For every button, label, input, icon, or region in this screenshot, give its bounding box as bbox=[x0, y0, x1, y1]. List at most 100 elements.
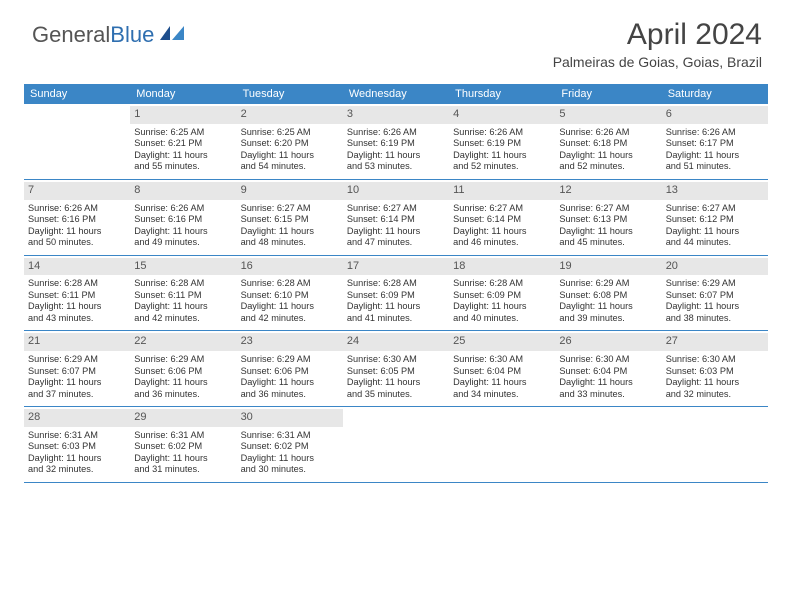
day-cell: 4Sunrise: 6:26 AMSunset: 6:19 PMDaylight… bbox=[449, 104, 555, 179]
day-detail: Sunrise: 6:29 AM bbox=[134, 354, 232, 366]
calendar: SundayMondayTuesdayWednesdayThursdayFrid… bbox=[24, 84, 768, 483]
day-detail: and 49 minutes. bbox=[134, 237, 232, 249]
day-detail: Sunset: 6:19 PM bbox=[453, 138, 551, 150]
day-number: 11 bbox=[449, 182, 555, 200]
logo-text-gray: General bbox=[32, 22, 110, 48]
day-detail: Daylight: 11 hours bbox=[241, 226, 339, 238]
day-detail: and 52 minutes. bbox=[559, 161, 657, 173]
day-detail: Sunrise: 6:30 AM bbox=[666, 354, 764, 366]
day-cell: 8Sunrise: 6:26 AMSunset: 6:16 PMDaylight… bbox=[130, 180, 236, 255]
day-detail: Daylight: 11 hours bbox=[28, 226, 126, 238]
day-cell: 7Sunrise: 6:26 AMSunset: 6:16 PMDaylight… bbox=[24, 180, 130, 255]
weekday-label: Thursday bbox=[449, 84, 555, 104]
day-detail: Sunrise: 6:27 AM bbox=[347, 203, 445, 215]
day-detail: Sunset: 6:14 PM bbox=[453, 214, 551, 226]
day-cell-empty bbox=[343, 407, 449, 482]
day-detail: Daylight: 11 hours bbox=[241, 301, 339, 313]
day-number: 4 bbox=[449, 106, 555, 124]
day-cell: 10Sunrise: 6:27 AMSunset: 6:14 PMDayligh… bbox=[343, 180, 449, 255]
location: Palmeiras de Goias, Goias, Brazil bbox=[553, 54, 762, 70]
day-detail: Daylight: 11 hours bbox=[666, 377, 764, 389]
day-detail: Sunset: 6:13 PM bbox=[559, 214, 657, 226]
day-number: 6 bbox=[662, 106, 768, 124]
day-number: 16 bbox=[237, 258, 343, 276]
day-detail: Sunset: 6:05 PM bbox=[347, 366, 445, 378]
day-detail: and 43 minutes. bbox=[28, 313, 126, 325]
weekday-label: Friday bbox=[555, 84, 661, 104]
day-cell: 12Sunrise: 6:27 AMSunset: 6:13 PMDayligh… bbox=[555, 180, 661, 255]
day-cell: 13Sunrise: 6:27 AMSunset: 6:12 PMDayligh… bbox=[662, 180, 768, 255]
day-number: 27 bbox=[662, 333, 768, 351]
day-detail: Sunset: 6:15 PM bbox=[241, 214, 339, 226]
day-detail: and 37 minutes. bbox=[28, 389, 126, 401]
day-detail: Daylight: 11 hours bbox=[453, 150, 551, 162]
day-detail: and 36 minutes. bbox=[134, 389, 232, 401]
day-cell-empty bbox=[24, 104, 130, 179]
week-row: 28Sunrise: 6:31 AMSunset: 6:03 PMDayligh… bbox=[24, 407, 768, 483]
day-detail: and 50 minutes. bbox=[28, 237, 126, 249]
day-detail: and 35 minutes. bbox=[347, 389, 445, 401]
day-cell: 1Sunrise: 6:25 AMSunset: 6:21 PMDaylight… bbox=[130, 104, 236, 179]
day-detail: Daylight: 11 hours bbox=[347, 226, 445, 238]
day-detail: and 32 minutes. bbox=[666, 389, 764, 401]
day-cell: 20Sunrise: 6:29 AMSunset: 6:07 PMDayligh… bbox=[662, 256, 768, 331]
day-detail: Daylight: 11 hours bbox=[347, 301, 445, 313]
day-cell: 17Sunrise: 6:28 AMSunset: 6:09 PMDayligh… bbox=[343, 256, 449, 331]
day-detail: and 34 minutes. bbox=[453, 389, 551, 401]
day-cell: 11 Sunrise: 6:27 AMSunset: 6:14 PMDayligh… bbox=[449, 180, 555, 255]
day-number: 22 bbox=[130, 333, 236, 351]
logo-sail-icon bbox=[158, 22, 186, 48]
day-detail: and 40 minutes. bbox=[453, 313, 551, 325]
day-detail: Sunset: 6:06 PM bbox=[241, 366, 339, 378]
day-detail: and 54 minutes. bbox=[241, 161, 339, 173]
day-detail: Sunrise: 6:26 AM bbox=[559, 127, 657, 139]
day-detail: and 39 minutes. bbox=[559, 313, 657, 325]
day-detail: Daylight: 11 hours bbox=[453, 377, 551, 389]
day-detail: Daylight: 11 hours bbox=[347, 150, 445, 162]
day-cell-empty bbox=[555, 407, 661, 482]
day-detail: Sunrise: 6:26 AM bbox=[666, 127, 764, 139]
day-cell: 16Sunrise: 6:28 AMSunset: 6:10 PMDayligh… bbox=[237, 256, 343, 331]
day-detail: Daylight: 11 hours bbox=[134, 150, 232, 162]
day-detail: Sunrise: 6:30 AM bbox=[347, 354, 445, 366]
day-number: 7 bbox=[24, 182, 130, 200]
day-number: 13 bbox=[662, 182, 768, 200]
day-number: 25 bbox=[449, 333, 555, 351]
weekday-label: Tuesday bbox=[237, 84, 343, 104]
day-detail: and 32 minutes. bbox=[28, 464, 126, 476]
day-cell: 9Sunrise: 6:27 AMSunset: 6:15 PMDaylight… bbox=[237, 180, 343, 255]
day-detail: Daylight: 11 hours bbox=[241, 377, 339, 389]
day-detail: Sunset: 6:19 PM bbox=[347, 138, 445, 150]
day-cell: 25Sunrise: 6:30 AMSunset: 6:04 PMDayligh… bbox=[449, 331, 555, 406]
day-detail: and 41 minutes. bbox=[347, 313, 445, 325]
day-detail: Sunset: 6:09 PM bbox=[453, 290, 551, 302]
day-cell-empty bbox=[449, 407, 555, 482]
day-detail: Daylight: 11 hours bbox=[453, 226, 551, 238]
day-number: 2 bbox=[237, 106, 343, 124]
day-number: 1 bbox=[130, 106, 236, 124]
day-detail: Sunrise: 6:27 AM bbox=[453, 203, 551, 215]
day-detail: Sunrise: 6:28 AM bbox=[347, 278, 445, 290]
weekday-label: Saturday bbox=[662, 84, 768, 104]
day-detail: Sunrise: 6:27 AM bbox=[666, 203, 764, 215]
title-block: April 2024 Palmeiras de Goias, Goias, Br… bbox=[553, 18, 762, 70]
week-row: 14Sunrise: 6:28 AMSunset: 6:11 PMDayligh… bbox=[24, 256, 768, 332]
day-number: 8 bbox=[130, 182, 236, 200]
day-cell: 23Sunrise: 6:29 AMSunset: 6:06 PMDayligh… bbox=[237, 331, 343, 406]
day-detail: Sunrise: 6:28 AM bbox=[28, 278, 126, 290]
day-cell: 15Sunrise: 6:28 AMSunset: 6:11 PMDayligh… bbox=[130, 256, 236, 331]
day-number: 3 bbox=[343, 106, 449, 124]
day-cell: 2Sunrise: 6:25 AMSunset: 6:20 PMDaylight… bbox=[237, 104, 343, 179]
day-detail: Sunrise: 6:25 AM bbox=[134, 127, 232, 139]
day-cell: 5Sunrise: 6:26 AMSunset: 6:18 PMDaylight… bbox=[555, 104, 661, 179]
day-detail: Sunset: 6:14 PM bbox=[347, 214, 445, 226]
day-detail: and 33 minutes. bbox=[559, 389, 657, 401]
day-detail: Sunset: 6:12 PM bbox=[666, 214, 764, 226]
weekday-label: Sunday bbox=[24, 84, 130, 104]
day-detail: Sunrise: 6:26 AM bbox=[347, 127, 445, 139]
weekday-label: Monday bbox=[130, 84, 236, 104]
day-detail: Sunset: 6:07 PM bbox=[666, 290, 764, 302]
day-detail: Daylight: 11 hours bbox=[559, 150, 657, 162]
day-cell: 21Sunrise: 6:29 AMSunset: 6:07 PMDayligh… bbox=[24, 331, 130, 406]
day-detail: Daylight: 11 hours bbox=[241, 150, 339, 162]
